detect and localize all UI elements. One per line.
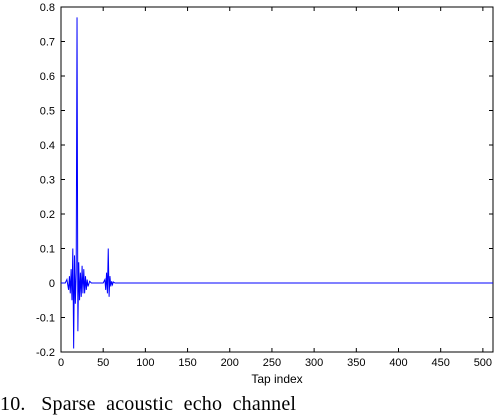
x-tick-label: 50 — [97, 357, 109, 369]
y-tick-label: 0.3 — [40, 175, 55, 187]
x-axis-label: Tap index — [251, 372, 302, 386]
y-tick-label: 0.1 — [40, 244, 55, 256]
y-tick-label: 0 — [49, 278, 55, 290]
x-tick-label: 250 — [263, 357, 281, 369]
y-tick-label: 0.5 — [40, 106, 55, 118]
y-tick-label: 0.8 — [40, 2, 55, 14]
x-tick-label: 450 — [432, 357, 450, 369]
y-tick-label: 0.4 — [40, 140, 55, 152]
series-line — [61, 17, 493, 349]
y-tick-label: 0.6 — [40, 71, 55, 83]
y-tick-label: -0.1 — [36, 313, 55, 325]
figure-caption: 10. Sparse acoustic echo channel — [0, 393, 297, 415]
x-tick-label: 150 — [178, 357, 196, 369]
x-tick-label: 400 — [389, 357, 407, 369]
x-tick-label: 0 — [58, 357, 64, 369]
y-tick-label: -0.2 — [36, 347, 55, 359]
x-tick-label: 500 — [474, 357, 492, 369]
y-tick-label: 0.7 — [40, 37, 55, 49]
x-tick-label: 350 — [347, 357, 365, 369]
x-tick-label: 100 — [136, 357, 154, 369]
ticks-layer: 0 50 100 150 200 250 300 350 400 450 500 -0.2 -0.1 0 0… — [36, 2, 493, 369]
x-tick-label: 300 — [305, 357, 323, 369]
plot-area — [60, 6, 494, 353]
x-tick-label: 200 — [221, 357, 239, 369]
y-tick-label: 0.2 — [40, 209, 55, 221]
